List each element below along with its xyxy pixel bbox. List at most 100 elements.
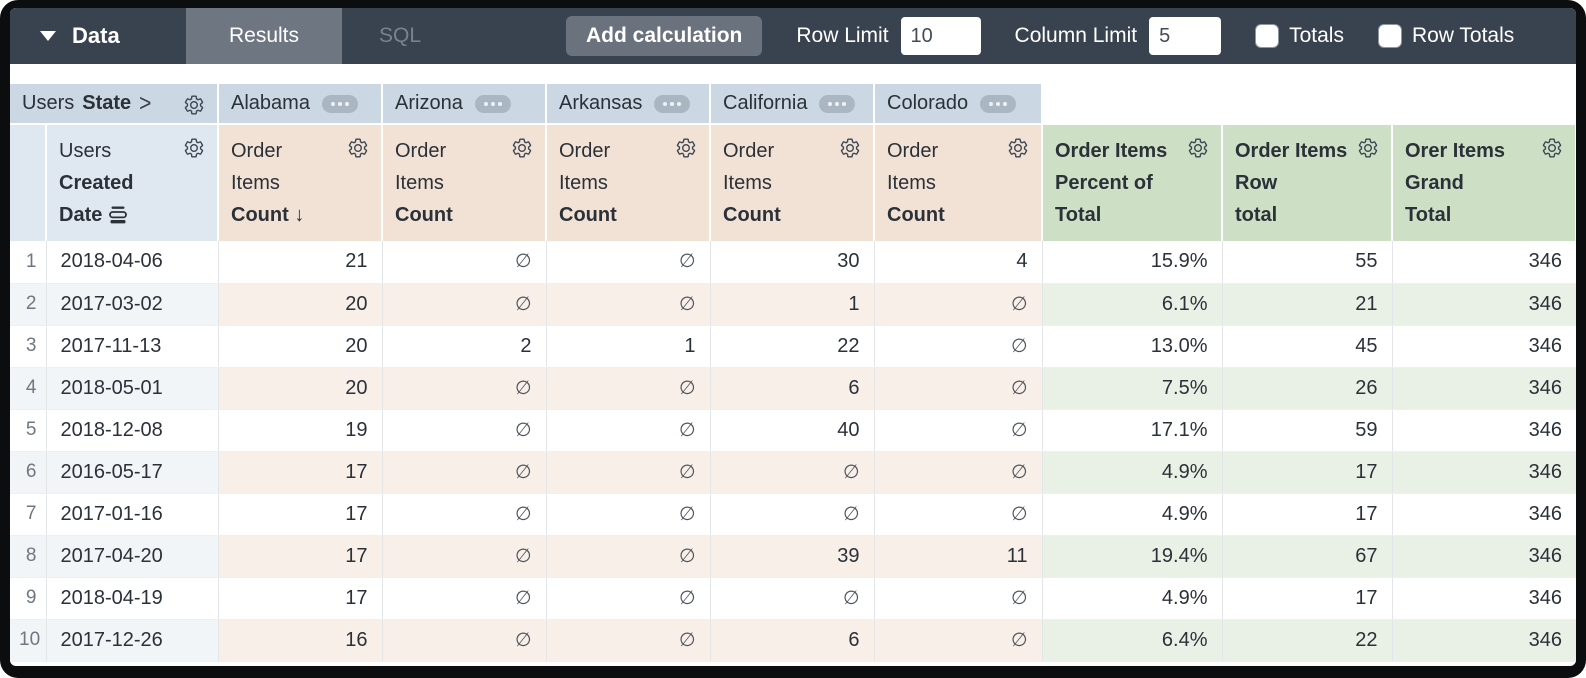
measure-cell[interactable]: ∅ [546,535,711,578]
data-section-toggle[interactable]: Data [10,8,186,64]
date-cell[interactable]: 2016-05-17 [46,451,219,494]
measure-cell[interactable]: 17 [218,535,383,578]
measure-cell[interactable]: ∅ [382,283,547,326]
pivot-value-header-alabama[interactable]: Alabama [218,84,383,125]
users-created-date-header[interactable]: Users Created Date [46,124,219,241]
percent-cell[interactable]: 4.9% [1042,577,1223,620]
tab-sql[interactable]: SQL [342,8,458,64]
grand-total-cell[interactable]: 346 [1392,409,1576,452]
grand-total-cell[interactable]: 346 [1392,283,1576,326]
order-items-count-header-arkansas[interactable]: Order Items Count [546,124,711,241]
order-items-count-header-alabama[interactable]: Order Items Count ↓ [218,124,383,241]
percent-of-total-header[interactable]: Order Items Percent of Total [1042,124,1223,241]
measure-cell[interactable]: 30 [710,241,875,284]
measure-cell[interactable]: ∅ [710,493,875,536]
measure-cell[interactable]: 1 [546,325,711,368]
percent-cell[interactable]: 13.0% [1042,325,1223,368]
totals-checkbox[interactable] [1255,24,1280,48]
measure-cell[interactable]: 21 [218,241,383,284]
date-cell[interactable]: 2017-11-13 [46,325,219,368]
gear-icon[interactable] [347,137,369,159]
measure-cell[interactable]: 1 [710,283,875,326]
pivot-value-header-arizona[interactable]: Arizona [382,84,547,125]
row-total-cell[interactable]: 22 [1222,619,1393,662]
pivot-value-header-colorado[interactable]: Colorado [874,84,1043,125]
date-cell[interactable]: 2018-04-06 [46,241,219,284]
pivot-dimension-header[interactable]: Users State > [10,84,219,125]
measure-cell[interactable]: 6 [710,619,875,662]
measure-cell[interactable]: ∅ [382,535,547,578]
percent-cell[interactable]: 4.9% [1042,493,1223,536]
add-calculation-button[interactable]: Add calculation [566,16,763,56]
row-total-cell[interactable]: 55 [1222,241,1393,284]
row-total-cell[interactable]: 21 [1222,283,1393,326]
grand-total-header[interactable]: Orer Items Grand Total [1392,124,1576,241]
date-cell[interactable]: 2018-05-01 [46,367,219,410]
grand-total-cell[interactable]: 346 [1392,619,1576,662]
order-items-count-header-arizona[interactable]: Order Items Count [382,124,547,241]
measure-cell[interactable]: 20 [218,325,383,368]
row-total-header[interactable]: Order Items Row total [1222,124,1393,241]
column-limit-input[interactable] [1149,17,1222,55]
row-limit-input[interactable] [900,17,981,55]
measure-cell[interactable]: ∅ [874,283,1043,326]
measure-cell[interactable]: ∅ [874,619,1043,662]
percent-cell[interactable]: 19.4% [1042,535,1223,578]
measure-cell[interactable]: ∅ [546,241,711,284]
percent-cell[interactable]: 7.5% [1042,367,1223,410]
order-items-count-header-colorado[interactable]: Order Items Count [874,124,1043,241]
grand-total-cell[interactable]: 346 [1392,535,1576,578]
measure-cell[interactable]: ∅ [382,619,547,662]
measure-cell[interactable]: 40 [710,409,875,452]
measure-cell[interactable]: ∅ [382,409,547,452]
row-totals-checkbox[interactable] [1377,24,1402,48]
measure-cell[interactable]: ∅ [874,493,1043,536]
grand-total-cell[interactable]: 346 [1392,241,1576,284]
measure-cell[interactable]: ∅ [874,451,1043,494]
row-total-cell[interactable]: 45 [1222,325,1393,368]
date-cell[interactable]: 2017-03-02 [46,283,219,326]
gear-icon[interactable] [675,137,697,159]
row-total-cell[interactable]: 26 [1222,367,1393,410]
gear-icon[interactable] [183,137,205,159]
measure-cell[interactable]: ∅ [546,409,711,452]
grand-total-cell[interactable]: 346 [1392,325,1576,368]
measure-cell[interactable]: 17 [218,577,383,620]
measure-cell[interactable]: 17 [218,493,383,536]
measure-cell[interactable]: 20 [218,367,383,410]
date-cell[interactable]: 2018-12-08 [46,409,219,452]
measure-cell[interactable]: ∅ [546,577,711,620]
measure-cell[interactable]: ∅ [546,367,711,410]
measure-cell[interactable]: ∅ [546,283,711,326]
measure-cell[interactable]: 39 [710,535,875,578]
measure-cell[interactable]: 16 [218,619,383,662]
tab-results[interactable]: Results [186,8,342,64]
ellipsis-menu-icon[interactable] [654,94,691,113]
row-total-cell[interactable]: 17 [1222,577,1393,620]
date-cell[interactable]: 2018-04-19 [46,577,219,620]
measure-cell[interactable]: 11 [874,535,1043,578]
ellipsis-menu-icon[interactable] [980,94,1017,113]
gear-icon[interactable] [1541,137,1563,159]
measure-cell[interactable]: ∅ [874,409,1043,452]
measure-cell[interactable]: 6 [710,367,875,410]
gear-icon[interactable] [839,137,861,159]
grand-total-cell[interactable]: 346 [1392,367,1576,410]
gear-icon[interactable] [1007,137,1029,159]
measure-cell[interactable]: ∅ [874,367,1043,410]
measure-cell[interactable]: ∅ [382,451,547,494]
measure-cell[interactable]: 19 [218,409,383,452]
measure-cell[interactable]: ∅ [546,451,711,494]
percent-cell[interactable]: 4.9% [1042,451,1223,494]
grand-total-cell[interactable]: 346 [1392,577,1576,620]
percent-cell[interactable]: 6.1% [1042,283,1223,326]
date-cell[interactable]: 2017-12-26 [46,619,219,662]
measure-cell[interactable]: 2 [382,325,547,368]
row-total-cell[interactable]: 17 [1222,451,1393,494]
pivot-value-header-arkansas[interactable]: Arkansas [546,84,711,125]
ellipsis-menu-icon[interactable] [321,94,358,113]
order-items-count-header-california[interactable]: Order Items Count [710,124,875,241]
measure-cell[interactable]: ∅ [382,577,547,620]
measure-cell[interactable]: ∅ [382,493,547,536]
row-total-cell[interactable]: 67 [1222,535,1393,578]
